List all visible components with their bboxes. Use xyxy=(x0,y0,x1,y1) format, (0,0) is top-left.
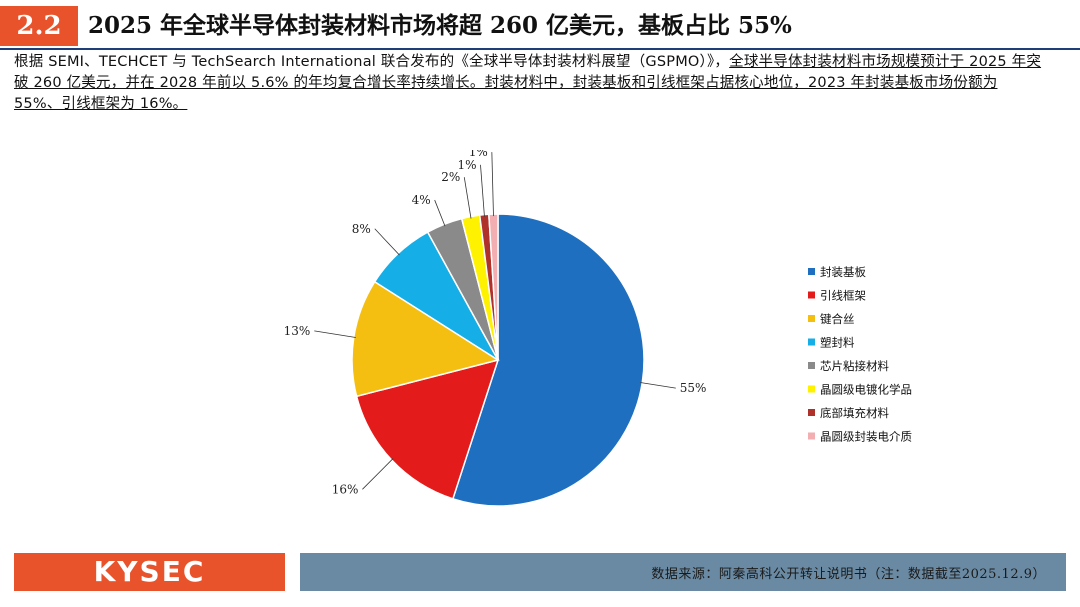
legend-label: 晶圆级封装电介质 xyxy=(820,430,912,444)
data-label: 55% xyxy=(680,381,707,395)
legend-swatch xyxy=(808,385,815,393)
legend-label: 底部填充材料 xyxy=(820,406,889,420)
data-label: 8% xyxy=(352,222,371,236)
legend-label: 芯片粘接材料 xyxy=(820,359,889,373)
leader-line xyxy=(640,382,676,389)
data-label: 16% xyxy=(332,482,359,496)
leader-line xyxy=(463,177,472,219)
intro-paragraph: 根据 SEMI、TECHCET 与 TechSearch Internation… xyxy=(14,52,1044,115)
legend-label: 引线框架 xyxy=(820,289,866,303)
intro-underlined-text: 全球半导体封装材料市场规模预计于 2025 年突破 260 亿美元，并在 202… xyxy=(14,54,1042,112)
legend-label: 键合丝 xyxy=(820,312,855,326)
leader-line xyxy=(314,330,356,338)
kysec-logo: KYSEC xyxy=(14,553,285,591)
pie-chart: 55%16%13%8%4%2%1%1%封装基板引线框架键合丝塑封料芯片粘接材料晶… xyxy=(284,145,912,507)
leader-line xyxy=(491,152,494,217)
data-label: 1% xyxy=(469,150,488,159)
legend-swatch xyxy=(808,432,815,440)
pie-chart-area: 55% 16% 13% 8% 4% 2% 1% 1% 封装基板 引线框架 键合丝 塑封料 芯片粘接材料晶… xyxy=(0,145,1080,540)
legend-swatch xyxy=(808,362,815,369)
data-source-note: 数据来源：阿秦高科公开转让说明书（注：数据截至2025.12.9） xyxy=(651,567,1046,582)
legend-swatch xyxy=(808,409,815,416)
data-label: 1% xyxy=(457,158,476,172)
legend-swatch xyxy=(808,268,815,275)
data-label: 2% xyxy=(441,170,460,184)
leader-line xyxy=(362,458,394,490)
header-divider xyxy=(0,48,1080,50)
footer-bar: 数据来源：阿秦高科公开转让说明书（注：数据截至2025.12.9） xyxy=(300,553,1066,591)
legend-swatch xyxy=(808,338,815,346)
legend-label: 塑封料 xyxy=(820,336,855,350)
slide-header: 2.2 2025 年全球半导体封装材料市场将超 260 亿美元，基板占比 55% xyxy=(0,6,1080,50)
leader-line xyxy=(480,164,485,217)
section-number: 2.2 xyxy=(0,6,78,46)
legend-label: 晶圆级电镀化学品 xyxy=(820,383,912,397)
intro-text: 根据 SEMI、TECHCET 与 TechSearch Internation… xyxy=(14,54,730,70)
legend-swatch xyxy=(808,291,815,299)
data-label: 4% xyxy=(412,193,431,207)
data-label: 13% xyxy=(284,324,311,338)
leader-line xyxy=(374,228,400,256)
slide-title: 2025 年全球半导体封装材料市场将超 260 亿美元，基板占比 55% xyxy=(88,12,792,39)
legend-label: 封装基板 xyxy=(820,265,866,279)
leader-line xyxy=(434,199,446,227)
legend-swatch xyxy=(808,315,815,322)
